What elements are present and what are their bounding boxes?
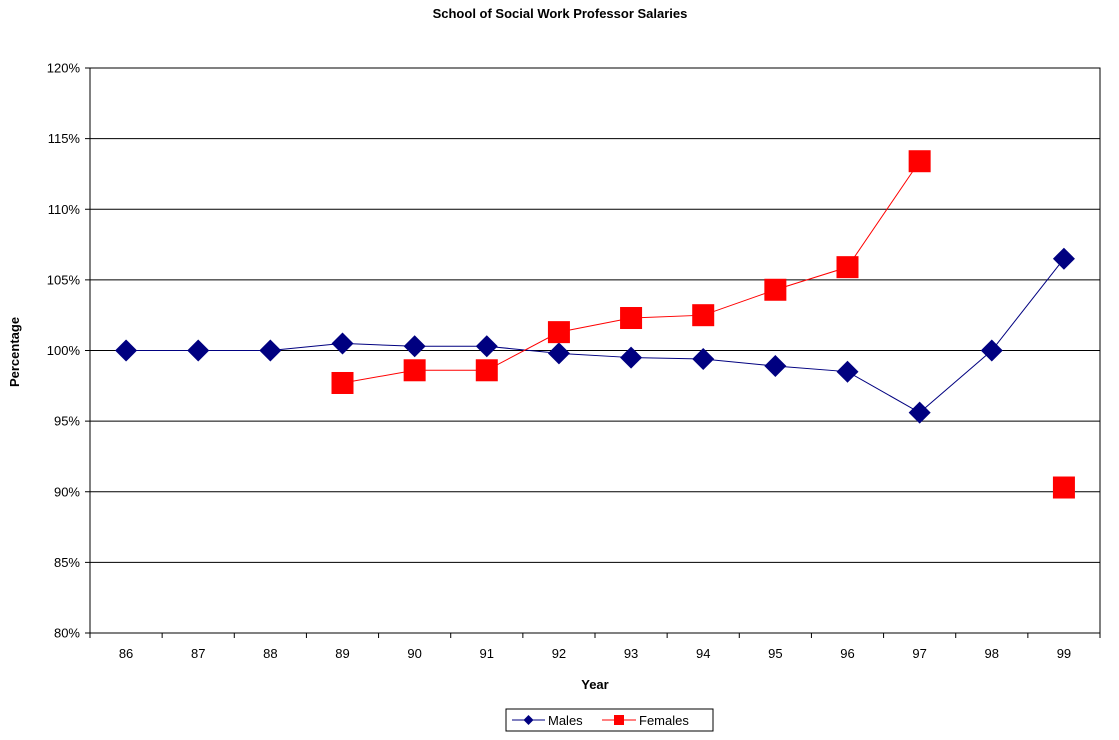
data-point-diamond xyxy=(259,339,282,362)
x-tick-label: 97 xyxy=(912,646,926,661)
data-point-diamond xyxy=(547,342,570,365)
data-point-square xyxy=(331,371,354,394)
data-point-diamond xyxy=(187,339,210,362)
x-tick-label: 96 xyxy=(840,646,854,661)
series-layer xyxy=(115,150,1075,499)
data-point-square xyxy=(764,278,787,301)
data-point-diamond xyxy=(836,360,859,383)
x-tick-label: 88 xyxy=(263,646,277,661)
y-axis-label: Percentage xyxy=(7,317,22,387)
legend: Males Females xyxy=(505,708,714,732)
data-point-diamond xyxy=(980,339,1003,362)
y-tick-label: 100% xyxy=(47,343,81,358)
data-point-diamond xyxy=(764,355,787,378)
data-point-diamond xyxy=(403,335,426,358)
data-point-diamond xyxy=(475,335,498,358)
legend-males-marker xyxy=(523,715,534,725)
y-tick-label: 95% xyxy=(54,414,80,429)
data-point-square xyxy=(836,256,859,279)
x-tick-label: 90 xyxy=(407,646,421,661)
x-tick-label: 89 xyxy=(335,646,349,661)
data-point-square xyxy=(1052,476,1075,499)
x-tick-label: 93 xyxy=(624,646,638,661)
data-point-diamond xyxy=(908,401,931,424)
data-point-square xyxy=(692,304,715,327)
y-tick-label: 105% xyxy=(47,272,81,287)
legend-males-label: Males xyxy=(548,713,583,728)
data-point-diamond xyxy=(620,346,643,369)
series-females xyxy=(331,150,1075,499)
data-point-square xyxy=(547,321,570,344)
x-tick-label: 95 xyxy=(768,646,782,661)
data-point-diamond xyxy=(692,347,715,370)
x-tick-label: 87 xyxy=(191,646,205,661)
data-point-square xyxy=(908,150,931,173)
legend-females-marker xyxy=(614,715,624,725)
data-point-diamond xyxy=(331,332,354,355)
series-line xyxy=(126,258,1065,414)
x-axis-ticks: 86 87 88 89 90 91 92 93 94 95 96 97 98 99 xyxy=(89,633,1101,661)
y-tick-label: 110% xyxy=(48,202,81,217)
data-point-diamond xyxy=(115,339,138,362)
series-males xyxy=(115,247,1075,424)
legend-females-label: Females xyxy=(639,713,689,728)
y-tick-label: 80% xyxy=(54,626,80,641)
data-point-square xyxy=(475,359,498,382)
x-tick-label: 99 xyxy=(1057,646,1071,661)
x-tick-label: 91 xyxy=(480,646,494,661)
x-tick-label: 94 xyxy=(696,646,710,661)
y-tick-label: 85% xyxy=(54,555,80,570)
y-tick-label: 90% xyxy=(54,484,80,499)
x-tick-label: 92 xyxy=(552,646,566,661)
data-point-square xyxy=(620,307,643,330)
y-tick-label: 115% xyxy=(48,131,81,146)
x-tick-label: 86 xyxy=(119,646,133,661)
y-tick-label: 120% xyxy=(47,61,81,76)
data-point-diamond xyxy=(1052,247,1075,270)
chart-title: School of Social Work Professor Salaries xyxy=(433,6,688,21)
data-point-square xyxy=(403,359,426,382)
y-axis-ticks: 80% 85% 90% 95% 100% 105% 110% 115% 120% xyxy=(47,61,90,641)
x-tick-label: 98 xyxy=(985,646,999,661)
x-axis-label: Year xyxy=(581,677,608,692)
